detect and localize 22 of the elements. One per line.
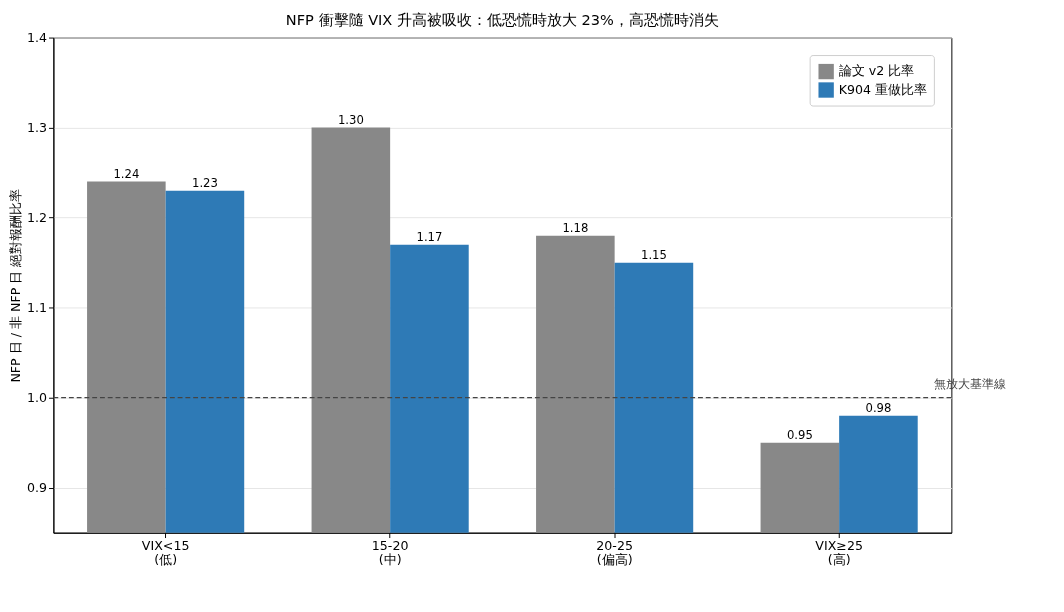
legend-label: 論文 v2 比率 <box>838 63 915 79</box>
data-label: 1.23 <box>191 175 218 190</box>
y-tick-label: 1.0 <box>27 390 48 406</box>
data-label: 1.30 <box>337 112 364 127</box>
data-label: 0.95 <box>786 427 813 442</box>
y-tick-label: 1.1 <box>27 300 48 316</box>
x-tick-label: 15-20 (中) <box>371 537 409 568</box>
data-label: 1.18 <box>562 220 589 235</box>
y-tick-label: 1.4 <box>27 29 48 45</box>
y-tick-label: 0.9 <box>27 480 48 496</box>
chart-title: NFP 衝擊隨 VIX 升高被吸收：低恐慌時放大 23%，高恐慌時消失 <box>285 10 719 28</box>
legend-label: K904 重做比率 <box>838 81 928 97</box>
y-axis-title: NFP 日 / 非 NFP 日 絕對報酬比率 <box>8 188 24 383</box>
data-label: 1.15 <box>640 247 667 262</box>
x-tick-label: 20-25 (偏高) <box>596 537 633 568</box>
x-tick-label: VIX≥25 (高) <box>815 537 863 568</box>
data-label: 0.98 <box>865 400 892 415</box>
data-label: 1.24 <box>113 166 140 181</box>
y-tick-label: 1.2 <box>27 210 48 225</box>
x-tick-label: VIX<15 (低) <box>141 537 190 568</box>
y-tick-label: 1.3 <box>27 119 48 135</box>
data-label: 1.17 <box>416 229 443 244</box>
